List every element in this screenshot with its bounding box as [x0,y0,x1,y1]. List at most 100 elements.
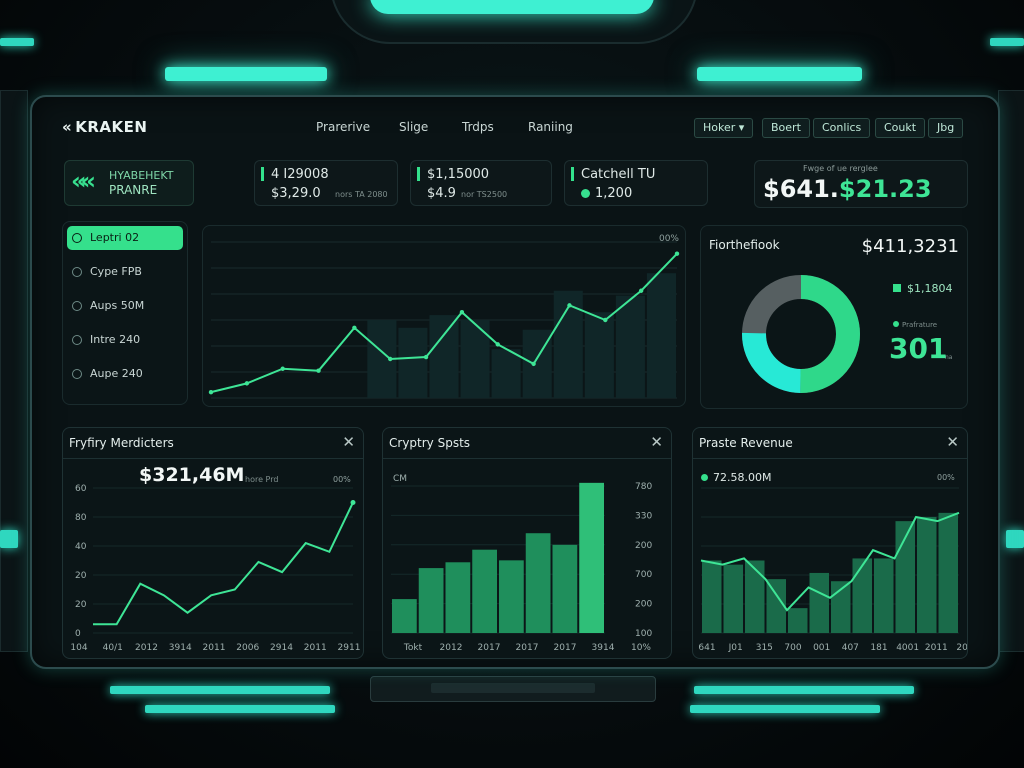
bar [418,568,444,633]
data-point [352,325,357,330]
x-tick-label: 700 [784,643,801,653]
radio-icon [72,335,82,345]
x-tick-label: 2911 [338,643,361,653]
close-icon[interactable]: ✕ [342,433,355,451]
x-tick-label: 10% [631,643,651,653]
floor-light-right [694,686,914,694]
x-tick-label: 3914 [592,643,615,653]
stat-caption: nors TA 2080 [335,190,388,199]
bar [745,560,765,633]
hoker-dropdown[interactable]: Hoker ▾ [694,118,754,138]
x-tick-label: 2914 [270,643,293,653]
stat-value-a: 4 I29008 [271,167,329,182]
y-tick-label: 20 [75,571,87,581]
close-icon[interactable]: ✕ [946,433,959,451]
list-item[interactable]: Aupe 240 [67,362,183,386]
data-point [531,361,536,367]
nav-item-1[interactable]: Prarerive [316,120,371,134]
close-icon[interactable]: ✕ [650,433,663,451]
panel-revenue: Praste Revenue ✕ 72.58.00M 00% 641 J01 315… [692,427,968,659]
chart-bar [491,349,521,398]
panel-divider [693,458,967,459]
chevron-logo-icon: « [62,118,73,136]
donut-slice-green [742,275,860,393]
stat-value-b: $4.9 [427,186,456,201]
list-item-label: Aups 50M [90,299,145,312]
nav-button-jbg[interactable]: Jbg [928,118,964,138]
stat-caption: nor TS2500 [461,190,508,199]
bar [579,482,604,633]
nav-button-coukt[interactable]: Coukt [875,118,926,138]
list-item-active[interactable]: Leptri 02 [67,226,183,250]
brand-card[interactable]: «« HYABEHEKT PRANRE [64,160,194,206]
panel-2-chart: 780 330 200 700 200 100 Tokt 2012 2017 2017 2017 39… [391,482,652,653]
series-line [700,511,960,612]
x-tick-label: 2012 [135,643,158,653]
nav-button-boert[interactable]: Boert [762,118,810,138]
side-list: Leptri 02 Cype FPB Aups 50M Intre 240 Au… [62,221,188,405]
stat-card-1: 4 I29008 $3,29.0 nors TA 2080 [254,160,398,206]
bar [852,558,872,633]
list-item[interactable]: Aups 50M [67,294,183,318]
data-point [603,317,608,323]
nav-item-4[interactable]: Raniing [528,120,573,134]
panel-3-chart: 641 J01 315 700 001 407 181 4001 2011 201 [698,487,967,653]
data-point [208,389,214,395]
panel-title: Fryfiry Merdicters [69,436,174,450]
nav-item-2[interactable]: Slige [399,120,429,134]
x-tick-label: 2011 [304,643,327,653]
bar [525,533,551,633]
donut-amount: $411,3231 [861,236,959,257]
chart-bar [615,295,645,398]
nav-button-conlics[interactable]: Conlics [813,118,871,138]
stat-indicator [261,167,264,181]
data-point [674,251,680,256]
floor-light-left [110,686,330,694]
main-chart-pct: 00% [658,234,679,244]
panel-divider [63,458,363,459]
panel-title: Cryptry Spsts [389,436,471,450]
y-tick-label: 20 [75,600,87,610]
status-dot-icon [701,474,708,481]
stat-indicator [417,167,420,181]
panel-value: 72.58.00M [713,471,772,484]
y-tick-label: 200 [635,600,652,610]
list-item-label: Aupe 240 [90,367,143,380]
list-item[interactable]: Cype FPB [67,260,183,284]
data-point [316,368,321,373]
x-tick-label: J01 [728,643,743,653]
donut-small-value: $1,1804 [907,282,953,295]
donut-dot-text: Prafrature [902,321,938,329]
bar [917,517,937,633]
wall-light-right [990,38,1024,46]
panel-pct: 00% [333,475,351,484]
main-chart[interactable]: 00% [202,225,686,407]
right-wall-panel [998,90,1024,652]
x-tick-label: 201 [956,643,967,653]
nav-item-3[interactable]: Trdps [462,120,494,134]
big-stat-card: Fwge of ue rerglee $641.$21.23 [754,160,968,208]
stat-indicator [571,167,574,181]
bottom-console [370,676,656,702]
donut-title: Fiorthefiook [709,238,780,252]
list-item-label: Intre 240 [90,333,141,346]
x-tick-label: 407 [842,643,859,653]
bar [874,558,894,633]
ceiling-light-right [697,67,862,81]
chart-bar [398,327,428,398]
donut-slice-cyan [742,275,860,393]
list-item[interactable]: Intre 240 [67,328,183,352]
x-tick-label: 001 [813,643,830,653]
logo[interactable]: «KRAKEN [62,118,147,136]
donut-chart [742,275,860,393]
y-tick-label: 40 [75,542,87,552]
data-point [244,381,250,386]
data-point [567,303,572,308]
bar [392,599,417,633]
brand-line-1: HYABEHEKT [109,169,174,182]
y-tick-label: 100 [635,629,652,639]
x-tick-label: 315 [756,643,773,653]
x-tick-label: 2017 [516,643,539,653]
legend-dot-icon [893,321,899,327]
y-tick-label: 700 [635,570,652,580]
